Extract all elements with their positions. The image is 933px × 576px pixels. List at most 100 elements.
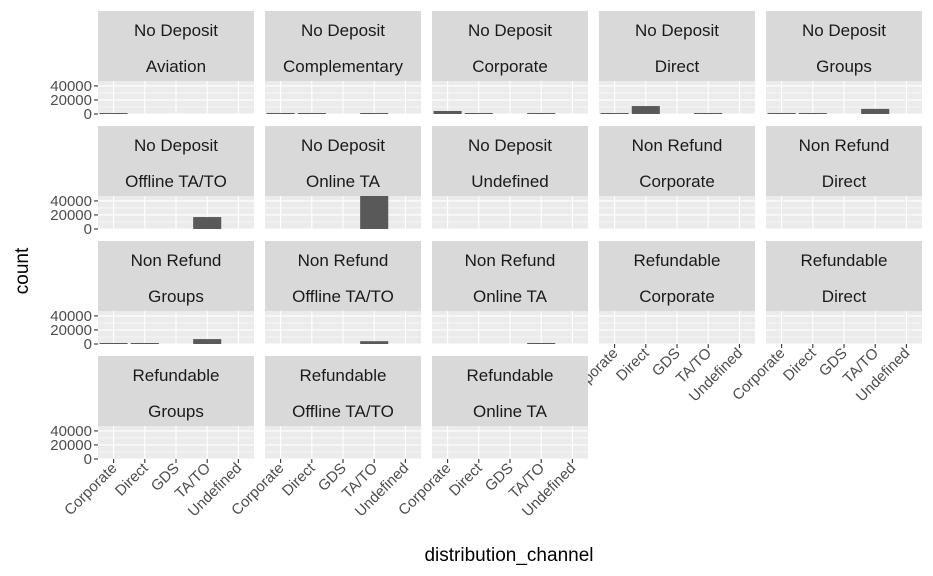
bar bbox=[861, 108, 890, 114]
facet-strip bbox=[432, 126, 588, 196]
bar bbox=[130, 343, 159, 344]
facet-panel: No Deposit Online TA bbox=[265, 126, 421, 230]
bars bbox=[527, 343, 556, 344]
bar bbox=[193, 217, 222, 229]
facet-strip bbox=[98, 241, 254, 311]
bar bbox=[798, 113, 827, 114]
bar bbox=[360, 341, 389, 344]
facet-panel: Non Refund Corporate bbox=[599, 126, 755, 230]
facet-strip-label: Groups bbox=[148, 287, 204, 306]
facet-strip-label: Refundable bbox=[801, 251, 888, 270]
bars bbox=[266, 113, 389, 114]
facet-strip bbox=[766, 126, 922, 196]
facet-strip-label: Non Refund bbox=[131, 251, 222, 270]
facet-strip-label: Non Refund bbox=[298, 251, 389, 270]
bar bbox=[99, 343, 128, 344]
bars bbox=[360, 196, 389, 229]
bar bbox=[297, 113, 326, 114]
facet-strip-label: Corporate bbox=[472, 57, 548, 76]
facet-strip-label: Groups bbox=[816, 57, 872, 76]
facet-strip-label: Offline TA/TO bbox=[292, 287, 394, 306]
facet-strip-label: No Deposit bbox=[468, 136, 552, 155]
bar bbox=[527, 113, 556, 114]
bar bbox=[694, 113, 723, 114]
facet-strip bbox=[766, 241, 922, 311]
x-tick-label: Direct bbox=[446, 459, 486, 499]
facet-strip bbox=[265, 11, 421, 81]
facet-strip bbox=[98, 126, 254, 196]
facet-strip bbox=[432, 356, 588, 426]
x-axis-title: distribution_channel bbox=[424, 545, 593, 566]
facet-strip-label: No Deposit bbox=[468, 21, 552, 40]
facet-strip bbox=[432, 241, 588, 311]
facet-strip-label: No Deposit bbox=[134, 21, 218, 40]
y-tick-label: 40000 bbox=[50, 78, 92, 95]
y-tick-label: 20000 bbox=[50, 437, 92, 454]
facet-strip-label: No Deposit bbox=[134, 136, 218, 155]
y-tick-label: 0 bbox=[84, 221, 92, 238]
facet-strip-label: Direct bbox=[822, 172, 867, 191]
facet-strip-label: Online TA bbox=[473, 287, 548, 306]
bar bbox=[527, 343, 556, 344]
facet-strip-label: No Deposit bbox=[301, 21, 385, 40]
facet-strip-label: Aviation bbox=[146, 57, 206, 76]
facet-strip-label: Offline TA/TO bbox=[125, 172, 227, 191]
facet-strip-label: Offline TA/TO bbox=[292, 402, 394, 421]
y-tick-label: 20000 bbox=[50, 92, 92, 109]
bar bbox=[767, 113, 796, 114]
facet-panel: Non Refund Offline TA/TO bbox=[265, 241, 421, 345]
facet-strip-label: Refundable bbox=[133, 366, 220, 385]
x-tick-label: Direct bbox=[613, 344, 653, 384]
facet-strip bbox=[432, 11, 588, 81]
facet-panel: No Deposit Groups bbox=[766, 11, 922, 115]
facet-strip bbox=[599, 11, 755, 81]
y-tick-label: 0 bbox=[84, 106, 92, 123]
facet-panel: RefundableCorporateCorporateDirectGDSTA/… bbox=[562, 241, 755, 405]
y-axis-title: count bbox=[12, 247, 33, 294]
facet-strip-label: Undefined bbox=[471, 172, 549, 191]
bar bbox=[433, 110, 462, 114]
bar bbox=[360, 196, 389, 229]
bar bbox=[600, 113, 629, 114]
facet-strip-label: No Deposit bbox=[802, 21, 886, 40]
facet-strip-label: No Deposit bbox=[301, 136, 385, 155]
x-tick-label: Direct bbox=[112, 459, 152, 499]
facet-strip-label: No Deposit bbox=[635, 21, 719, 40]
facet-strip-label: Non Refund bbox=[632, 136, 723, 155]
facet-strip bbox=[265, 126, 421, 196]
facet-strip bbox=[599, 241, 755, 311]
facet-strip-label: Refundable bbox=[634, 251, 721, 270]
facet-panel: No Deposit Corporate bbox=[432, 11, 588, 115]
facet-strip bbox=[265, 241, 421, 311]
x-tick-label: Corporate bbox=[61, 460, 120, 519]
facet-strip-label: Refundable bbox=[300, 366, 387, 385]
bars bbox=[360, 341, 389, 344]
facet-strip-label: Non Refund bbox=[465, 251, 556, 270]
x-tick-label: Direct bbox=[780, 344, 820, 384]
y-tick-label: 40000 bbox=[50, 308, 92, 325]
bars bbox=[433, 110, 556, 114]
bar bbox=[360, 113, 389, 114]
facet-strip bbox=[98, 356, 254, 426]
facet-strip-label: Corporate bbox=[639, 172, 715, 191]
facet-panel: No Deposit Complementary bbox=[265, 11, 421, 115]
facet-panel: Non Refund Direct bbox=[766, 126, 922, 230]
y-tick-label: 20000 bbox=[50, 207, 92, 224]
facet-panel: No Deposit Undefined bbox=[432, 126, 588, 230]
y-tick-label: 0 bbox=[84, 336, 92, 353]
y-tick-label: 20000 bbox=[50, 322, 92, 339]
bars bbox=[767, 108, 890, 114]
bar bbox=[193, 339, 222, 344]
facet-strip bbox=[265, 356, 421, 426]
facet-strip-label: Online TA bbox=[473, 402, 548, 421]
facet-panel: RefundableDirectCorporateDirectGDSTA/TOU… bbox=[729, 241, 922, 405]
x-tick-label: Direct bbox=[279, 459, 319, 499]
bars bbox=[99, 113, 128, 114]
y-tick-label: 40000 bbox=[50, 193, 92, 210]
facet-strip-label: Complementary bbox=[283, 57, 403, 76]
